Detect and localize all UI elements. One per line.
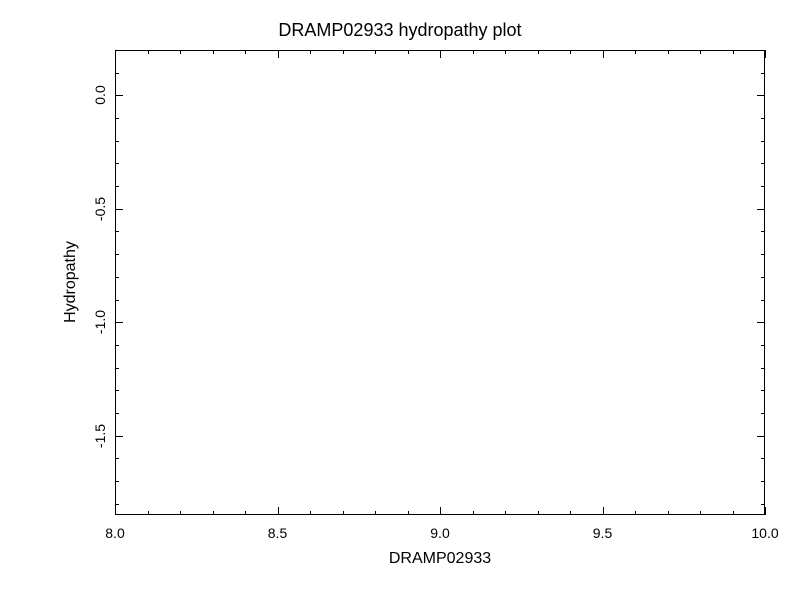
x-tick-label: 9.5: [578, 525, 628, 541]
x-major-tick: [278, 50, 279, 58]
x-axis-label: DRAMP02933: [115, 550, 765, 568]
x-minor-tick: [505, 50, 506, 54]
x-minor-tick: [148, 511, 149, 515]
chart-title: DRAMP02933 hydropathy plot: [0, 20, 800, 41]
y-minor-tick: [115, 277, 119, 278]
x-minor-tick: [343, 50, 344, 54]
y-minor-tick: [761, 118, 765, 119]
x-minor-tick: [570, 511, 571, 515]
x-minor-tick: [213, 511, 214, 515]
x-minor-tick: [668, 511, 669, 515]
y-minor-tick: [761, 50, 765, 51]
y-minor-tick: [115, 368, 119, 369]
x-minor-tick: [733, 50, 734, 54]
y-minor-tick: [115, 300, 119, 301]
x-minor-tick: [148, 50, 149, 54]
y-minor-tick: [761, 390, 765, 391]
x-minor-tick: [375, 511, 376, 515]
y-major-tick: [757, 209, 765, 210]
y-minor-tick: [761, 458, 765, 459]
y-minor-tick: [115, 186, 119, 187]
x-minor-tick: [473, 511, 474, 515]
y-minor-tick: [115, 141, 119, 142]
x-minor-tick: [213, 50, 214, 54]
x-minor-tick: [245, 50, 246, 54]
x-major-tick: [278, 507, 279, 515]
y-minor-tick: [115, 163, 119, 164]
x-major-tick: [765, 507, 766, 515]
y-major-tick: [757, 436, 765, 437]
x-minor-tick: [635, 511, 636, 515]
x-minor-tick: [408, 50, 409, 54]
y-tick-label: -1.0: [92, 302, 108, 342]
x-minor-tick: [408, 511, 409, 515]
x-major-tick: [115, 50, 116, 58]
x-major-tick: [115, 507, 116, 515]
y-minor-tick: [761, 163, 765, 164]
x-tick-label: 10.0: [740, 525, 790, 541]
y-minor-tick: [115, 413, 119, 414]
y-minor-tick: [115, 231, 119, 232]
x-major-tick: [440, 507, 441, 515]
x-major-tick: [440, 50, 441, 58]
chart-container: DRAMP02933 hydropathy plot Hydropathy DR…: [0, 0, 800, 600]
y-minor-tick: [115, 254, 119, 255]
y-minor-tick: [761, 504, 765, 505]
y-major-tick: [115, 95, 123, 96]
x-minor-tick: [245, 511, 246, 515]
y-minor-tick: [115, 118, 119, 119]
y-minor-tick: [761, 300, 765, 301]
x-minor-tick: [505, 511, 506, 515]
y-major-tick: [115, 209, 123, 210]
x-minor-tick: [310, 511, 311, 515]
y-major-tick: [115, 436, 123, 437]
x-minor-tick: [668, 50, 669, 54]
y-minor-tick: [761, 413, 765, 414]
x-tick-label: 8.0: [90, 525, 140, 541]
x-minor-tick: [310, 50, 311, 54]
x-minor-tick: [635, 50, 636, 54]
y-minor-tick: [761, 141, 765, 142]
y-minor-tick: [761, 277, 765, 278]
x-minor-tick: [375, 50, 376, 54]
y-minor-tick: [761, 73, 765, 74]
x-minor-tick: [180, 511, 181, 515]
y-minor-tick: [761, 231, 765, 232]
x-minor-tick: [473, 50, 474, 54]
x-minor-tick: [538, 50, 539, 54]
y-tick-label: -0.5: [92, 189, 108, 229]
x-minor-tick: [700, 511, 701, 515]
x-major-tick: [603, 507, 604, 515]
y-minor-tick: [115, 50, 119, 51]
x-minor-tick: [570, 50, 571, 54]
x-minor-tick: [700, 50, 701, 54]
y-major-tick: [757, 322, 765, 323]
x-major-tick: [765, 50, 766, 58]
y-minor-tick: [761, 481, 765, 482]
y-minor-tick: [115, 73, 119, 74]
y-minor-tick: [115, 504, 119, 505]
x-minor-tick: [180, 50, 181, 54]
y-minor-tick: [115, 458, 119, 459]
plot-area: [115, 50, 765, 515]
x-minor-tick: [343, 511, 344, 515]
y-minor-tick: [761, 186, 765, 187]
y-tick-label: 0.0: [92, 75, 108, 115]
x-minor-tick: [733, 511, 734, 515]
x-tick-label: 9.0: [415, 525, 465, 541]
y-major-tick: [757, 95, 765, 96]
y-minor-tick: [761, 368, 765, 369]
y-axis-label: Hydropathy: [62, 241, 80, 323]
x-tick-label: 8.5: [253, 525, 303, 541]
y-minor-tick: [761, 345, 765, 346]
y-minor-tick: [761, 254, 765, 255]
y-major-tick: [115, 322, 123, 323]
y-minor-tick: [115, 481, 119, 482]
y-minor-tick: [115, 345, 119, 346]
y-minor-tick: [115, 390, 119, 391]
y-tick-label: -1.5: [92, 416, 108, 456]
x-major-tick: [603, 50, 604, 58]
x-minor-tick: [538, 511, 539, 515]
